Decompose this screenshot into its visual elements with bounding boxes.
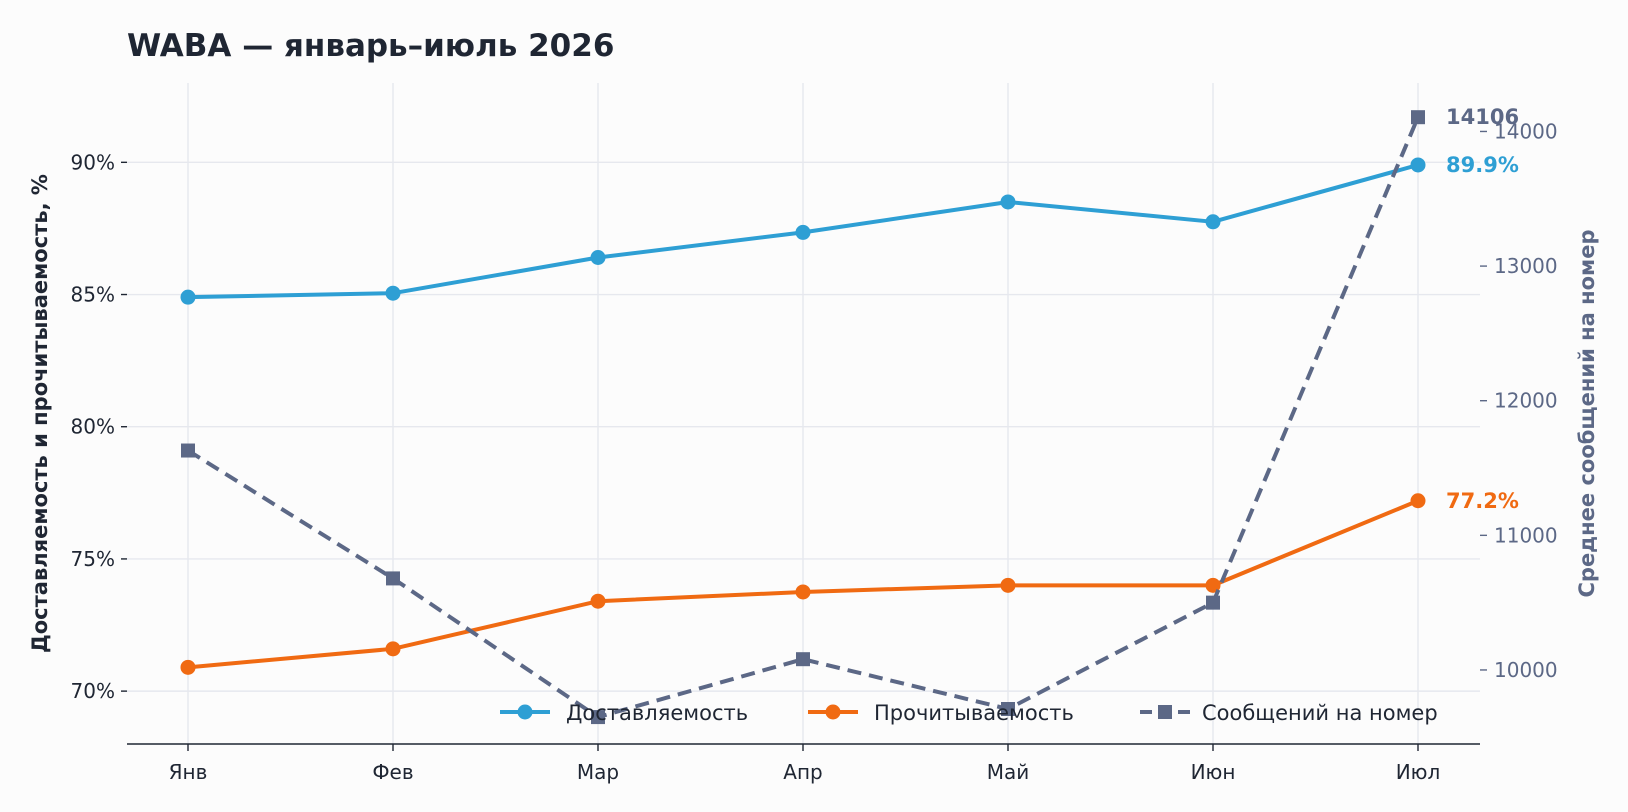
- data-point: [1206, 595, 1220, 610]
- end-labels: 89.9% 77.2% 14106: [1446, 105, 1519, 513]
- data-point: [385, 285, 401, 301]
- x-tick-label: Фев: [372, 760, 413, 784]
- data-point: [591, 710, 605, 725]
- y-right-tick-label: 14000: [1494, 119, 1558, 143]
- y-left-tick-label: 75%: [71, 547, 115, 571]
- y-right-tick-label: 11000: [1494, 523, 1558, 547]
- data-point: [180, 289, 196, 305]
- legend-label: Доставляемость: [566, 701, 748, 725]
- y-right-tick-label: 13000: [1494, 254, 1558, 278]
- end-value-label: 14106: [1446, 105, 1519, 129]
- y-left-tick-label: 70%: [71, 679, 115, 703]
- grid: [127, 83, 1480, 744]
- series-layer: [180, 110, 1426, 725]
- y-right-axis-label: Среднее сообщений на номер: [1575, 230, 1599, 598]
- y-left-tick-label: 85%: [71, 283, 115, 307]
- legend-marker: [517, 704, 533, 720]
- data-point: [386, 571, 400, 586]
- y-right-tick-label: 12000: [1494, 389, 1558, 413]
- x-tick-label: Апр: [783, 760, 822, 784]
- y-left-tick-label: 80%: [71, 415, 115, 439]
- y-right-tick-label: 10000: [1494, 658, 1558, 682]
- data-point: [1000, 577, 1016, 593]
- x-tick-label: Июл: [1396, 760, 1441, 784]
- data-point: [1000, 194, 1016, 210]
- end-value-label: 89.9%: [1446, 153, 1519, 177]
- axes: Янв Фев Мар Апр Май Июн Июл 70% 75% 80% 85% 90% 1000…: [28, 119, 1599, 784]
- legend: Доставляемость Прочитываемость Сообщений н…: [500, 701, 1438, 725]
- data-point: [1410, 493, 1426, 509]
- data-point: [1205, 214, 1221, 230]
- end-value-label: 77.2%: [1446, 489, 1519, 513]
- legend-marker: [825, 704, 841, 720]
- data-point: [795, 224, 811, 240]
- y-left-axis-label: Доставляемость и прочитываемость, %: [28, 174, 52, 653]
- x-tick-label: Май: [987, 760, 1030, 784]
- data-point: [1001, 701, 1015, 716]
- legend-marker: [1158, 705, 1172, 719]
- data-point: [180, 659, 196, 675]
- chart-title: WABA — январь–июль 2026: [127, 28, 614, 64]
- data-point: [590, 250, 606, 266]
- x-tick-label: Июн: [1191, 760, 1236, 784]
- data-point: [1410, 157, 1426, 173]
- data-point: [796, 652, 810, 667]
- data-point: [1411, 110, 1425, 125]
- data-point: [181, 443, 195, 458]
- x-tick-label: Янв: [169, 760, 208, 784]
- legend-label: Прочитываемость: [874, 701, 1074, 725]
- data-point: [385, 641, 401, 657]
- data-point: [795, 584, 811, 600]
- data-point: [590, 593, 606, 609]
- legend-label: Сообщений на номер: [1202, 701, 1438, 725]
- y-left-tick-label: 90%: [71, 150, 115, 174]
- x-tick-label: Мар: [577, 760, 619, 784]
